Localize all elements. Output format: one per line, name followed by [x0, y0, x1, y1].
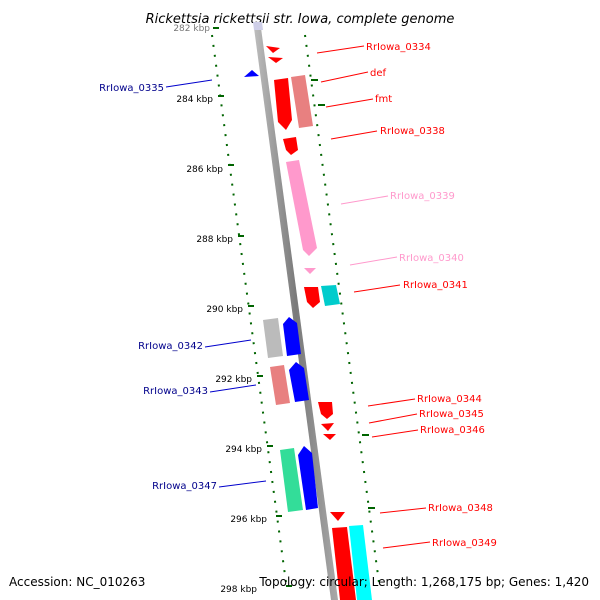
backbone-top-shade — [253, 22, 263, 30]
gene-rriowa-0334b[interactable] — [268, 57, 283, 63]
gene-label[interactable]: RrIowa_0340 — [399, 253, 464, 264]
kbp-label: 294 kbp — [225, 445, 262, 455]
kbp-label: 286 kbp — [186, 165, 223, 175]
leader-0334 — [316, 45, 365, 54]
gene-label[interactable]: RrIowa_0338 — [380, 126, 445, 137]
gene-label[interactable]: RrIowa_0335 — [99, 83, 164, 94]
gene-label[interactable]: RrIowa_0343 — [143, 386, 208, 397]
genome-backbone — [254, 28, 338, 600]
leader-0341 — [353, 284, 401, 293]
leader-fmt — [325, 98, 374, 108]
kbp-label: 298 kbp — [220, 585, 257, 595]
left-leaders — [165, 79, 267, 488]
gene-label[interactable]: RrIowa_0346 — [420, 425, 485, 436]
leader-0340 — [349, 256, 398, 266]
gene-rriowa-0335[interactable] — [244, 70, 259, 77]
ruler-ticks — [213, 27, 375, 587]
gene-rriowa-0349-b[interactable] — [349, 525, 372, 600]
right-ruler — [304, 34, 381, 591]
gene-rriowa-0349-a[interactable] — [332, 527, 356, 600]
gene-label[interactable]: RrIowa_0349 — [432, 538, 497, 549]
gene-rriowa-0346[interactable] — [323, 434, 336, 440]
track-guides — [211, 34, 381, 591]
gene-rriowa-0345[interactable] — [321, 423, 334, 431]
gene-label[interactable]: fmt — [375, 94, 392, 105]
gene-rriowa-0343-salmon[interactable] — [270, 365, 290, 405]
leader-0339 — [340, 195, 389, 205]
gene-label[interactable]: def — [370, 68, 387, 79]
gene-label[interactable]: RrIowa_0341 — [403, 280, 468, 291]
gene-rriowa-0342[interactable] — [283, 317, 301, 356]
gene-rriowa-0347-green[interactable] — [280, 448, 303, 512]
gene-rriowa-0342-grey[interactable] — [263, 318, 283, 358]
gene-label[interactable]: RrIowa_0345 — [419, 409, 484, 420]
gene-rriowa-0334[interactable] — [266, 46, 280, 53]
gene-label[interactable]: RrIowa_0339 — [390, 191, 455, 202]
gene-rriowa-0341-b[interactable] — [321, 285, 340, 306]
left-ruler — [211, 34, 288, 591]
leader-0338 — [330, 130, 378, 140]
gene-def[interactable] — [274, 78, 292, 130]
kbp-labels: 282 kbp 284 kbp 286 kbp 288 kbp 290 kbp … — [173, 24, 267, 595]
map-title: Rickettsia rickettsii str. Iowa, complet… — [146, 12, 455, 27]
left-gene-labels: RrIowa_0335 RrIowa_0342 RrIowa_0343 RrIo… — [99, 83, 217, 492]
leader-0343 — [209, 384, 257, 393]
reverse-strand-genes[interactable] — [244, 70, 318, 512]
gene-rriowa-0348[interactable] — [330, 512, 345, 521]
gene-label[interactable]: RrIowa_0342 — [138, 341, 203, 352]
kbp-label: 292 kbp — [215, 375, 252, 385]
leader-0349 — [382, 541, 431, 549]
gene-fmt-shadow[interactable] — [291, 75, 313, 128]
forward-strand-genes[interactable] — [266, 46, 372, 600]
gene-label[interactable]: RrIowa_0344 — [417, 394, 482, 405]
kbp-label: 296 kbp — [230, 515, 267, 525]
leader-0347 — [218, 480, 267, 488]
leader-0345 — [368, 413, 418, 424]
gene-rriowa-0347[interactable] — [298, 446, 318, 510]
kbp-label: 288 kbp — [196, 235, 233, 245]
leader-0335 — [165, 79, 213, 88]
right-leaders — [316, 45, 431, 549]
gene-label[interactable]: RrIowa_0334 — [366, 42, 431, 53]
gene-rriowa-0340[interactable] — [304, 268, 316, 274]
kbp-label: 282 kbp — [173, 24, 210, 34]
right-gene-labels: RrIowa_0334 def fmt RrIowa_0338 RrIowa_0… — [366, 42, 497, 549]
genome-summary-text: Topology: circular; Length: 1,268,175 bp… — [258, 575, 589, 589]
right-leaders-pink — [340, 195, 398, 266]
gene-rriowa-0339[interactable] — [286, 160, 317, 256]
leader-0346 — [371, 429, 419, 438]
gene-rriowa-0344[interactable] — [318, 402, 333, 419]
leader-0348 — [379, 507, 427, 514]
gene-label[interactable]: RrIowa_0347 — [152, 481, 217, 492]
gene-rriowa-0343[interactable] — [289, 362, 309, 402]
leader-def — [320, 71, 369, 83]
kbp-label: 290 kbp — [206, 305, 243, 315]
gene-rriowa-0341-a[interactable] — [304, 287, 320, 308]
gene-rriowa-0338[interactable] — [283, 137, 298, 155]
kbp-label: 284 kbp — [176, 95, 213, 105]
gene-label[interactable]: RrIowa_0348 — [428, 503, 493, 514]
leader-0344 — [367, 398, 416, 407]
leader-0342 — [204, 339, 252, 348]
accession-text: Accession: NC_010263 — [9, 575, 145, 589]
